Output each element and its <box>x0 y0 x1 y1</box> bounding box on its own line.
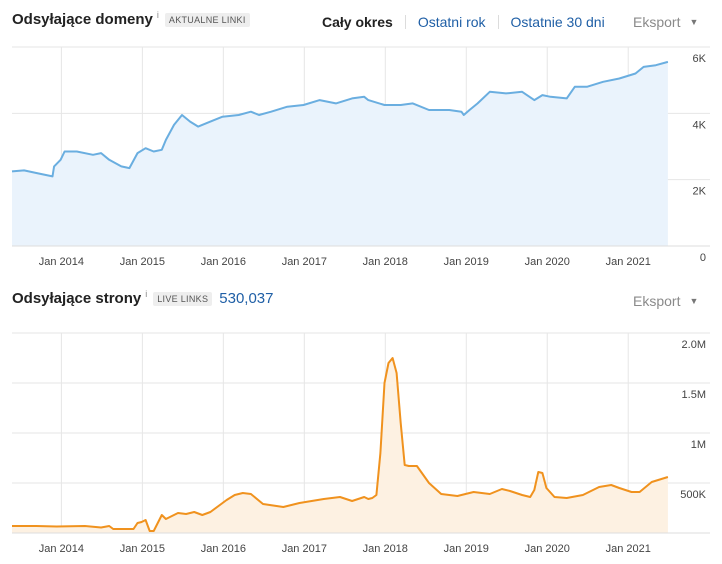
series-line <box>11 60 669 178</box>
divider <box>404 15 406 29</box>
referring-pages-header: Odsyłające strony i LIVE LINKS 530,037 <box>12 288 274 308</box>
x-tick-label: Jan 2021 <box>606 256 651 268</box>
live-links-badge: LIVE LINKS <box>153 291 213 306</box>
y-tick-label: 1.5M <box>682 389 706 401</box>
y-tick-label: 2.0M <box>682 339 706 351</box>
x-tick-label: Jan 2019 <box>444 256 489 268</box>
referring-pages-count: 530,037 <box>219 290 274 307</box>
series-area <box>12 358 668 533</box>
x-tick-label: Jan 2020 <box>525 543 570 555</box>
series-line <box>12 357 669 532</box>
referring-pages-chart: 2.0M 1.5M 1M 500K Jan 2014 Jan 2015 Jan 2016 Ja… <box>12 332 710 555</box>
divider <box>497 15 499 29</box>
tab-last-year[interactable]: Ostatni rok <box>417 14 486 30</box>
y-tick-label: 0 <box>700 252 706 264</box>
export-dropdown[interactable]: Eksport ▼ <box>633 14 698 30</box>
x-tick-label: Jan 2016 <box>201 543 246 555</box>
referring-domains-title: Odsyłające domeny <box>12 11 153 28</box>
x-tick-label: Jan 2015 <box>120 543 165 555</box>
x-tick-label: Jan 2018 <box>363 256 408 268</box>
x-tick-label: Jan 2021 <box>606 543 651 555</box>
export-label: Eksport <box>633 14 681 30</box>
y-tick-label: 4K <box>693 119 707 131</box>
time-range-tabs: Cały okres Ostatni rok Ostatnie 30 dni <box>322 14 605 30</box>
tab-all-time[interactable]: Cały okres <box>322 14 393 30</box>
referring-domains-chart: 6K 4K 2K 0 Jan 2014 Jan 2015 Jan 2016 Jan 2017 J… <box>11 46 710 268</box>
y-tick-label: 2K <box>693 186 707 198</box>
export-label: Eksport <box>633 293 681 309</box>
info-icon[interactable]: i <box>145 288 148 299</box>
x-tick-label: Jan 2017 <box>282 543 327 555</box>
x-tick-label: Jan 2016 <box>201 256 246 268</box>
live-links-badge: AKTUALNE LINKI <box>164 12 250 27</box>
x-tick-label: Jan 2014 <box>39 256 84 268</box>
y-tick-label: 500K <box>680 489 706 501</box>
referring-domains-header: Odsyłające domeny i AKTUALNE LINKI <box>12 9 250 28</box>
y-tick-label: 6K <box>693 53 707 65</box>
tab-last-30-days[interactable]: Ostatnie 30 dni <box>510 14 605 30</box>
referring-pages-title: Odsyłające strony <box>12 290 142 307</box>
y-tick-label: 1M <box>691 439 706 451</box>
referring-domains-section: Odsyłające domeny i AKTUALNE LINKI Cały … <box>0 0 722 280</box>
x-tick-label: Jan 2018 <box>363 543 408 555</box>
x-tick-label: Jan 2014 <box>39 543 84 555</box>
x-tick-label: Jan 2019 <box>444 543 489 555</box>
x-tick-label: Jan 2020 <box>525 256 570 268</box>
referring-pages-section: Odsyłające strony i LIVE LINKS 530,037 E… <box>0 280 722 564</box>
caret-down-icon: ▼ <box>689 17 699 27</box>
x-tick-label: Jan 2015 <box>120 256 165 268</box>
caret-down-icon: ▼ <box>689 296 699 306</box>
info-icon[interactable]: i <box>156 9 159 20</box>
series-area <box>12 61 668 247</box>
x-tick-label: Jan 2017 <box>282 256 327 268</box>
export-dropdown[interactable]: Eksport ▼ <box>633 293 698 309</box>
